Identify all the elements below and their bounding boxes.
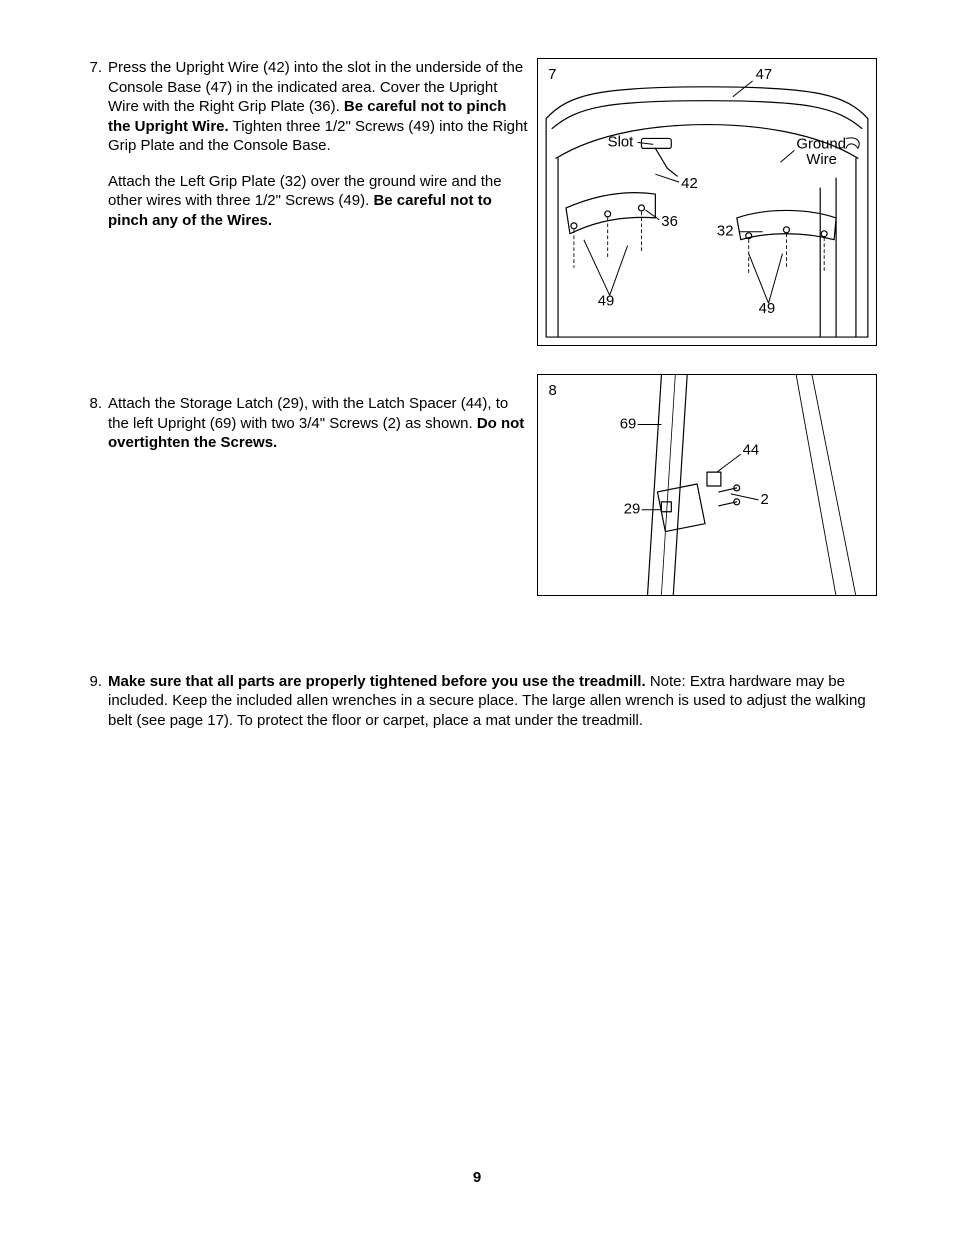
step-number: 9. [76,672,108,692]
figure-callout-label: 29 [624,502,641,518]
figure-7: 47 Slot GroundWire 42 36 32 49 49 7 [537,58,877,346]
step-9: 9. Make sure that all parts are properly… [76,672,878,731]
figure-8-svg: 69 44 2 29 8 [538,375,876,595]
figure-callout-label: 69 [620,417,637,433]
step-number: 8. [76,394,108,414]
figure-callout-label: Slot [608,134,634,150]
page-number: 9 [0,1168,954,1188]
figure-callout-label: 32 [717,224,734,240]
figure-callout-label: 42 [681,176,698,192]
step-number: 7. [76,58,108,78]
figure-callout-label: 44 [743,442,760,458]
step-7-text: Press the Upright Wire (42) into the slo… [108,58,528,230]
manual-page: 7. Press the Upright Wire (42) into the … [0,0,954,1235]
figure-callout-label: 49 [598,293,615,309]
figure-callout-label: 47 [756,67,773,83]
step-body: Make sure that all parts are properly ti… [108,672,878,731]
figure-callout-label: Wire [806,152,837,168]
figure-callout-label: 36 [661,214,678,230]
step-8-text: Attach the Storage Latch (29), with the … [108,394,528,453]
figure-callout-label: 49 [759,301,776,317]
step-9-text: Make sure that all parts are properly ti… [108,672,878,731]
figure-callout-label: Ground [796,136,846,152]
figure-8: 69 44 2 29 8 [537,374,877,596]
figure-7-svg: 47 Slot GroundWire 42 36 32 49 49 7 [538,59,876,345]
figure-step-number: 7 [548,67,556,83]
figure-callout-label: 2 [761,492,769,508]
figure-step-number: 8 [548,383,556,399]
